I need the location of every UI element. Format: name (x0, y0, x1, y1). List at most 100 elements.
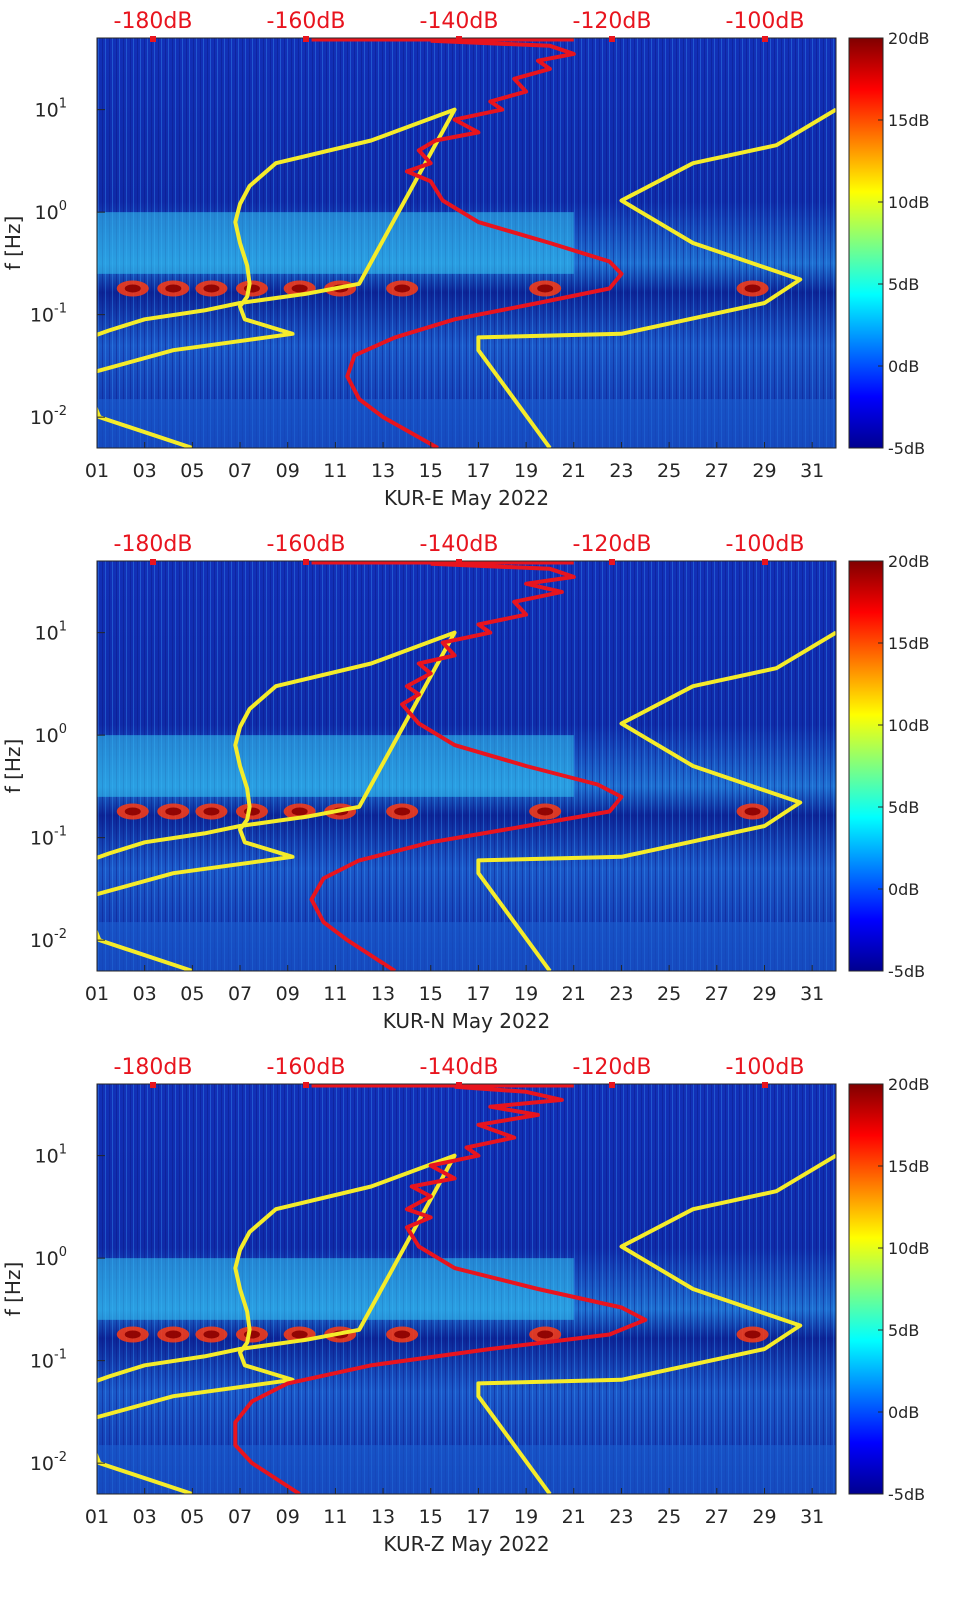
x-tick-label: 21 (562, 983, 586, 1005)
top-axis-label: -120dB (573, 1055, 652, 1080)
x-axis-title: KUR-E May 2022 (384, 486, 549, 510)
noise-model-low-line (97, 1153, 457, 1494)
x-tick-label: 21 (562, 460, 586, 482)
microseism-core (291, 1330, 308, 1339)
x-tick-label: 01 (85, 983, 109, 1005)
colorbar (848, 37, 884, 449)
panel-kur-e: 01 03 05 07 09 11 13 15 17 19 21 23 25 27 29 31 KUR-E Ma… (1, 9, 930, 510)
microseism-core (537, 1330, 554, 1339)
colorbar-label: 15dB (888, 111, 930, 130)
colorbar-label: 15dB (888, 1157, 930, 1176)
colorbar-label: 0dB (888, 880, 919, 899)
colorbar-label: 0dB (888, 1403, 919, 1422)
axes-box (96, 37, 837, 449)
x-tick-label: 17 (466, 460, 490, 482)
x-tick-label: 03 (133, 1506, 157, 1528)
top-axis-label: -180dB (114, 532, 193, 557)
microseism-core (203, 1330, 220, 1339)
x-tick-label: 23 (609, 983, 633, 1005)
top-axis-tick (303, 36, 309, 42)
microseism-core (165, 807, 182, 816)
top-axis-label: -180dB (114, 1055, 193, 1080)
top-axis-label: -120dB (573, 9, 652, 34)
top-axis-tick (609, 36, 615, 42)
signal-profile-line (345, 38, 624, 448)
top-axis-tick (150, 1082, 156, 1088)
spectrogram-image (97, 1084, 836, 1494)
y-tick-label: 10-1 (30, 1348, 67, 1373)
x-tick-label: 05 (180, 1506, 204, 1528)
spectrogram-image (97, 561, 836, 971)
x-tick-label: 11 (323, 983, 347, 1005)
top-axis-label: -140dB (420, 9, 499, 34)
colorbar-label: 10dB (888, 1239, 930, 1258)
y-tick-label: 10-2 (30, 1450, 67, 1475)
top-axis-tick (609, 1082, 615, 1088)
x-tick-label: 11 (323, 460, 347, 482)
x-tick-label: 13 (371, 983, 395, 1005)
x-tick-label: 13 (371, 1506, 395, 1528)
x-tick-label: 27 (705, 1506, 729, 1528)
axes-box (96, 1083, 837, 1495)
x-tick-label: 31 (800, 983, 824, 1005)
x-tick-label: 03 (133, 983, 157, 1005)
microseism-core (203, 807, 220, 816)
x-tick-label: 07 (228, 983, 252, 1005)
x-tick-label: 31 (800, 1506, 824, 1528)
low-frequency-band (97, 399, 836, 448)
top-axis-tick (762, 559, 768, 565)
microseism-core (744, 284, 761, 293)
low-frequency-band (97, 922, 836, 971)
axes-box (96, 560, 837, 972)
colorbar-label: 15dB (888, 634, 930, 653)
low-frequency-band (97, 1445, 836, 1494)
microseism-core (394, 1330, 411, 1339)
x-tick-label: 05 (180, 460, 204, 482)
noise-model-high-line (476, 1153, 836, 1494)
x-tick-label: 23 (609, 1506, 633, 1528)
y-tick-label: 10-1 (30, 825, 67, 850)
x-tick-label: 29 (752, 1506, 776, 1528)
colorbar-label: 5dB (888, 798, 919, 817)
top-axis-tick (456, 1082, 462, 1088)
x-tick-label: 05 (180, 983, 204, 1005)
colorbar-label: 10dB (888, 193, 930, 212)
noise-model-high-line (476, 107, 836, 448)
x-tick-label: 03 (133, 460, 157, 482)
y-tick-label: 10-2 (30, 927, 67, 952)
microseism-core (744, 1330, 761, 1339)
x-tick-label: 19 (514, 1506, 538, 1528)
colorbar (848, 560, 884, 972)
x-tick-label: 15 (419, 983, 443, 1005)
x-tick-label: 01 (85, 460, 109, 482)
top-axis-label: -160dB (267, 1055, 346, 1080)
colorbar-label: 20dB (888, 552, 930, 571)
microseism-core (203, 284, 220, 293)
top-axis-tick (762, 36, 768, 42)
x-tick-label: 07 (228, 1506, 252, 1528)
x-tick-label: 11 (323, 1506, 347, 1528)
x-tick-label: 25 (657, 460, 681, 482)
x-tick-label: 15 (419, 460, 443, 482)
top-axis-tick (303, 559, 309, 565)
microseism-core (291, 807, 308, 816)
noise-model-low-line (97, 107, 457, 448)
x-tick-label: 23 (609, 460, 633, 482)
microseism-core (124, 1330, 141, 1339)
microseism-band (97, 212, 574, 274)
colorbar-label: -5dB (888, 439, 925, 458)
y-tick-label: 101 (35, 1143, 67, 1168)
colorbar-label: 5dB (888, 275, 919, 294)
colorbar-label: 10dB (888, 716, 930, 735)
x-tick-label: 27 (705, 460, 729, 482)
top-axis-label: -160dB (267, 532, 346, 557)
microseism-core (394, 807, 411, 816)
panel-kur-n: 01 03 05 07 09 11 13 15 17 19 21 23 25 27 29 31 KUR-N Ma… (1, 532, 930, 1033)
top-axis-label: -100dB (726, 9, 805, 34)
x-tick-label: 13 (371, 460, 395, 482)
microseism-core (394, 284, 411, 293)
top-axis-tick (609, 559, 615, 565)
microseism-core (537, 807, 554, 816)
microseism-core (165, 1330, 182, 1339)
top-axis-tick (150, 559, 156, 565)
